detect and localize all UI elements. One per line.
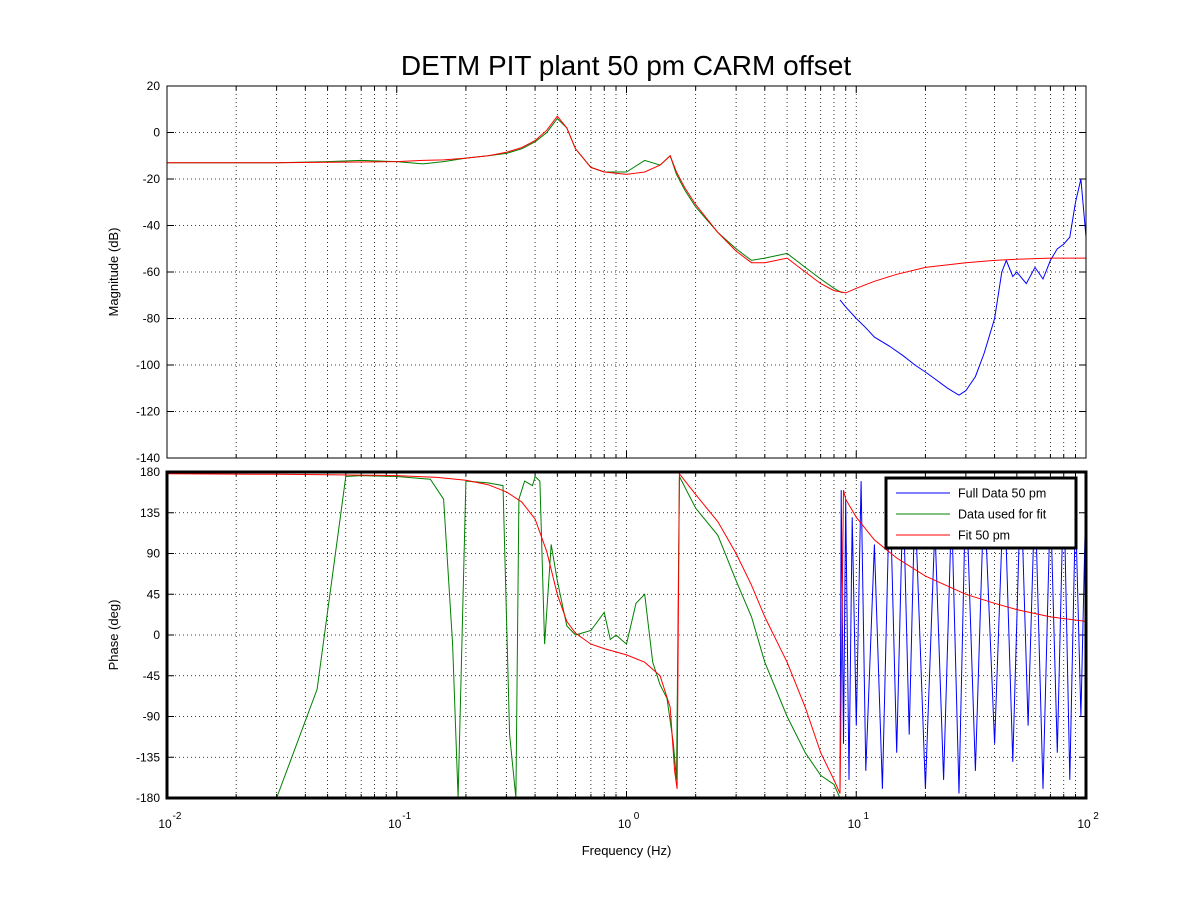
series-line-fit-50-pm — [167, 115, 1086, 294]
y-tick-label: -140 — [136, 451, 160, 465]
y-tick-label: 180 — [140, 465, 160, 479]
legend-box — [884, 476, 1078, 550]
y-tick-label: -45 — [143, 669, 161, 683]
y-tick-label: -80 — [143, 312, 161, 326]
x-tick-exponent: 1 — [863, 811, 869, 822]
frequency-x-axis-label: Frequency (Hz) — [582, 843, 672, 858]
x-tick-label: 10 — [388, 817, 402, 831]
magnitude-panel: 20 0 -20 -40 -60 -80 -100 -120 -140 Magnitude (d… — [106, 79, 1087, 465]
x-tick-exponent: 0 — [634, 811, 640, 822]
legend-entry-label: Fit 50 pm — [958, 529, 1010, 543]
series-line-data-used-for-fit — [276, 475, 841, 798]
y-tick-label: -135 — [136, 750, 160, 764]
magnitude-y-axis-label: Magnitude (dB) — [106, 228, 121, 317]
x-tick-label: 10 — [848, 817, 862, 831]
magnitude-grid — [167, 86, 1086, 458]
series-line-fit-50-pm — [167, 472, 1086, 794]
magnitude-series-group — [167, 115, 1086, 396]
y-tick-label: -120 — [136, 405, 160, 419]
x-tick-label: 10 — [618, 817, 632, 831]
legend-entries: Full Data 50 pm Data used for fit Fit 50 p… — [896, 487, 1047, 543]
phase-axes-frame — [165, 470, 1088, 800]
y-tick-label: -100 — [136, 358, 160, 372]
magnitude-axes-frame — [166, 85, 1087, 459]
y-tick-label: 0 — [153, 126, 160, 140]
y-tick-label: -90 — [143, 710, 161, 724]
y-tick-label: 45 — [147, 587, 161, 601]
magnitude-x-ticks — [235, 86, 1076, 458]
y-tick-label: 20 — [147, 79, 161, 93]
series-line-data-used-for-fit — [167, 117, 843, 294]
chart-title: DETM PIT plant 50 pm CARM offset — [401, 50, 851, 81]
x-tick-label: 10 — [1077, 817, 1091, 831]
legend-entry-label: Data used for fit — [958, 508, 1047, 522]
x-tick-label: 10 — [158, 817, 172, 831]
y-tick-label: 90 — [147, 547, 161, 561]
series-line-full-data-50-pm — [839, 178, 1086, 396]
x-tick-exponent: 2 — [1093, 811, 1099, 822]
legend-entry-label: Full Data 50 pm — [958, 487, 1046, 501]
x-tick-exponent: -1 — [402, 811, 411, 822]
x-tick-exponent: -2 — [173, 811, 182, 822]
y-tick-label: -60 — [143, 265, 161, 279]
y-tick-label: -20 — [143, 172, 161, 186]
legend: Full Data 50 pm Data used for fit Fit 50 p… — [884, 476, 1078, 550]
y-tick-label: -180 — [136, 791, 160, 805]
magnitude-y-ticks: 20 0 -20 -40 -60 -80 -100 -120 -140 — [136, 79, 1086, 465]
y-tick-label: -40 — [143, 219, 161, 233]
y-tick-label: 135 — [140, 506, 160, 520]
y-tick-label: 0 — [153, 628, 160, 642]
phase-y-axis-label: Phase (deg) — [106, 600, 121, 671]
